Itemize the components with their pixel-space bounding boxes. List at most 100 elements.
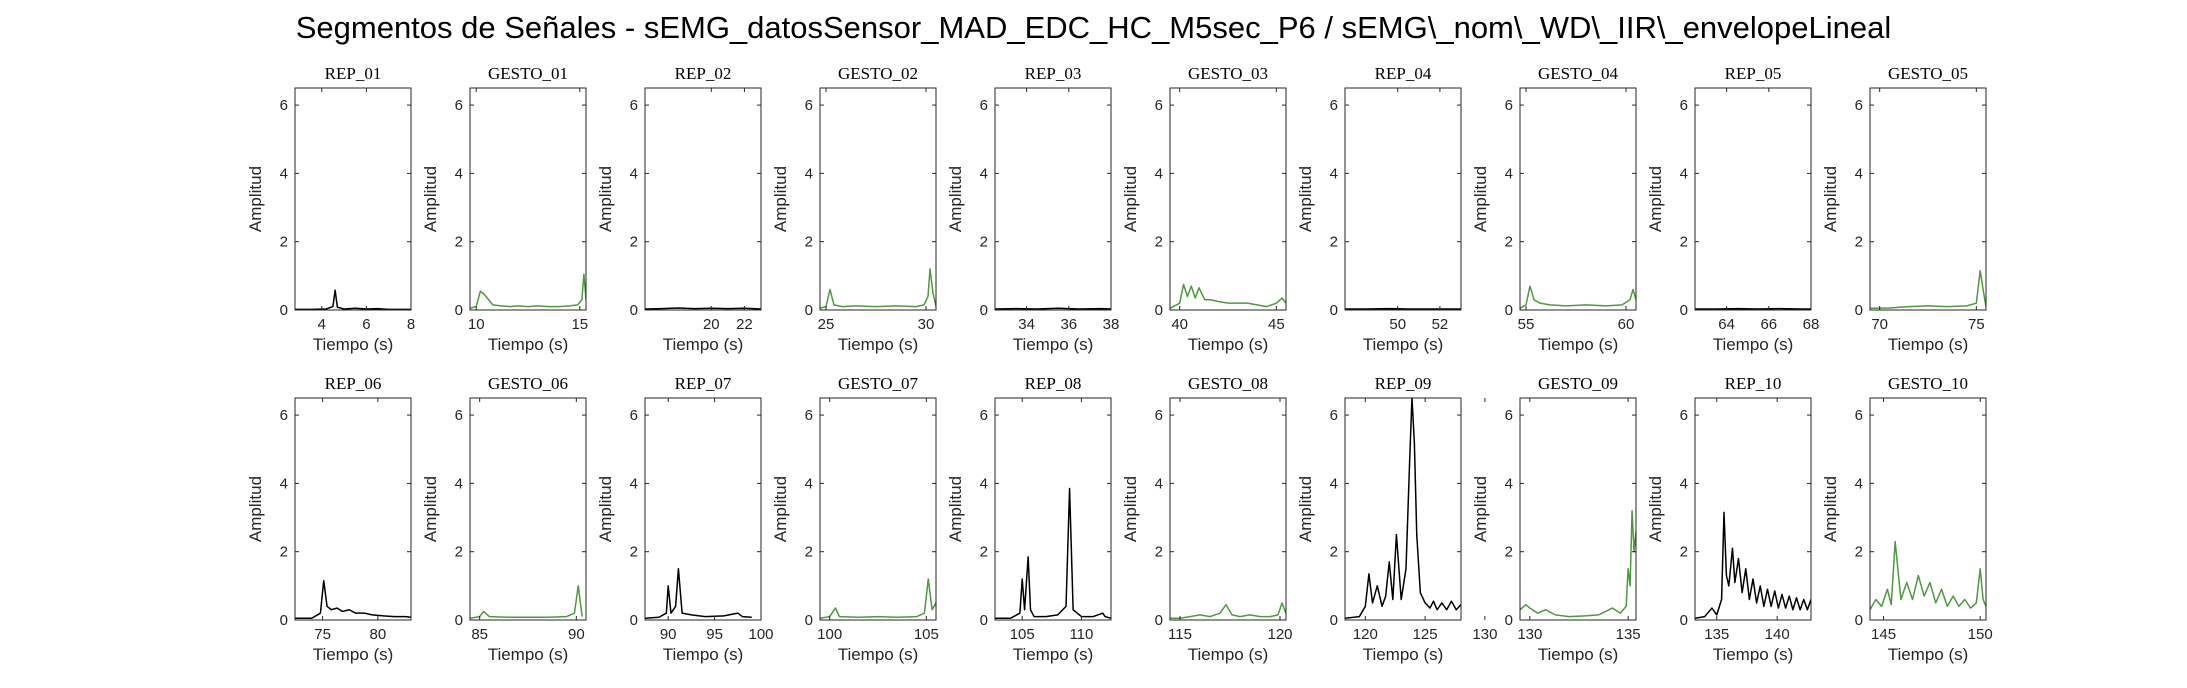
subplot-3-title: REP_02: [675, 64, 732, 83]
subplot-20: 0 2 4 6 145 150 GESTO_10 Tiempo (s) Amplitud: [1821, 374, 1993, 664]
subplot-16-xtick-label: 115: [1168, 626, 1192, 643]
subplot-15-xtick-label: 110: [1069, 626, 1093, 643]
subplot-6-xtick-label: 45: [1268, 316, 1285, 333]
subplot-8-xlabel: Tiempo (s): [1538, 335, 1619, 354]
subplot-12-ytick-label: 0: [455, 612, 463, 629]
subplot-12-title: GESTO_06: [488, 374, 568, 393]
subplot-3-ytick-label: 4: [630, 165, 638, 182]
subplot-5-xtick-label: 34: [1018, 316, 1035, 333]
subplot-8-ytick-label: 0: [1505, 302, 1513, 319]
subplot-9-ytick-label: 4: [1680, 165, 1688, 182]
subplot-12-plot-area: [470, 398, 586, 620]
subplot-20-series-line: [1870, 540, 1986, 611]
subplot-9-title: REP_05: [1725, 64, 1782, 83]
subplot-1-xlabel: Tiempo (s): [313, 335, 394, 354]
subplot-18-ytick-label: 4: [1505, 475, 1513, 492]
subplot-6-title: GESTO_03: [1188, 64, 1268, 83]
subplot-20-ylabel: Amplitud: [1821, 476, 1840, 542]
subplot-4-ytick-label: 6: [805, 97, 813, 114]
subplot-14-plot-area: [820, 398, 936, 620]
subplot-10-xlabel: Tiempo (s): [1888, 335, 1969, 354]
subplot-8: 0 2 4 6 55 60 GESTO_04 Tiempo (s) Amplitud: [1471, 64, 1637, 354]
subplot-1-ytick-label: 4: [280, 165, 288, 182]
subplot-9-ytick-label: 2: [1680, 234, 1688, 251]
subplot-9: 0 2 4 6 64 66 68 REP_05 Tiempo (s) Amplitud: [1646, 64, 1819, 354]
subplot-13-ylabel: Amplitud: [596, 476, 615, 542]
subplot-1-plot-area: [295, 88, 411, 310]
subplot-3: 0 2 4 6 20 22 REP_02 Tiempo (s) Amplitud: [596, 64, 762, 354]
subplot-2-xtick-label: 15: [571, 316, 588, 333]
subplot-7-ytick-label: 6: [1330, 97, 1338, 114]
subplot-7-ytick-label: 4: [1330, 165, 1338, 182]
subplot-13-axes-box: [644, 397, 762, 621]
subplot-15-series-line: [995, 487, 1111, 620]
subplot-3-ylabel: Amplitud: [596, 166, 615, 232]
subplot-2-plot-area: [470, 88, 586, 310]
subplot-12-ytick-label: 6: [455, 407, 463, 424]
subplot-5-ytick-label: 2: [980, 234, 988, 251]
subplot-9-xtick-label: 66: [1760, 316, 1777, 333]
subplot-17-xlabel: Tiempo (s): [1363, 645, 1444, 664]
subplot-10-series-line: [1870, 269, 1986, 310]
subplot-14-ytick-label: 6: [805, 407, 813, 424]
subplot-6-plot-area: [1170, 88, 1286, 310]
subplot-14-ytick-label: 2: [805, 544, 813, 561]
subplot-6-axes-box: [1169, 87, 1287, 311]
subplot-19-xtick-label: 135: [1704, 626, 1729, 643]
subplot-15-plot-area: [995, 398, 1111, 620]
subplot-15-ytick-label: 2: [980, 544, 988, 561]
subplot-19: 0 2 4 6 135 140 REP_10 Tiempo (s) Amplitud: [1646, 374, 1812, 664]
subplot-7-axes-box: [1344, 87, 1462, 311]
subplot-6-ylabel: Amplitud: [1121, 166, 1140, 232]
subplot-8-title: GESTO_04: [1538, 64, 1618, 83]
subplot-20-xtick-label: 145: [1871, 626, 1896, 643]
subplot-18-xtick-label: 130: [1517, 626, 1542, 643]
subplot-17: 0 2 4 6 120 125 130 REP_09 Tiempo (s) Amplitud: [1296, 374, 1497, 664]
subplot-10-ytick-label: 4: [1855, 165, 1863, 182]
subplot-14-ytick-label: 4: [805, 475, 813, 492]
subplot-5-xtick-label: 38: [1103, 316, 1120, 333]
subplot-5-plot-area: [995, 88, 1111, 310]
subplot-13-series-line: [645, 568, 752, 620]
subplot-16-plot-area: [1170, 398, 1286, 620]
subplot-7-title: REP_04: [1375, 64, 1432, 83]
subplot-19-ytick-label: 6: [1680, 407, 1688, 424]
subplot-12-xtick-label: 85: [471, 626, 488, 643]
subplot-18-ytick-label: 2: [1505, 544, 1513, 561]
subplot-9-axes-box: [1694, 87, 1812, 311]
subplot-1: 0 2 4 6 4 6 8 REP_01 Tiempo (s) Amplitud: [246, 64, 415, 354]
subplot-18: 0 2 4 6 130 135 GESTO_09 Tiempo (s) Amplitud: [1471, 374, 1641, 664]
subplot-7-xtick-label: 50: [1389, 316, 1406, 333]
subplot-17-ylabel: Amplitud: [1296, 476, 1315, 542]
subplot-3-xtick-label: 20: [703, 316, 720, 333]
subplot-2-ytick-label: 0: [455, 302, 463, 319]
subplot-16-ytick-label: 4: [1155, 475, 1163, 492]
subplot-4-xtick-label: 30: [918, 316, 935, 333]
subplot-11-xtick-label: 75: [314, 626, 331, 643]
subplot-18-ylabel: Amplitud: [1471, 476, 1490, 542]
subplot-13-xlabel: Tiempo (s): [663, 645, 744, 664]
subplot-11-ylabel: Amplitud: [246, 476, 265, 542]
subplot-12-ytick-label: 4: [455, 475, 463, 492]
subplot-13-plot-area: [645, 398, 761, 620]
subplot-19-axes-box: [1694, 397, 1812, 621]
subplot-5-xtick-label: 36: [1060, 316, 1077, 333]
subplot-17-xtick-label: 125: [1413, 626, 1438, 643]
subplot-1-axes-box: [294, 87, 412, 311]
subplot-13-xtick-label: 90: [660, 626, 677, 643]
subplot-17-xtick-label: 120: [1353, 626, 1378, 643]
subplot-4-ytick-label: 2: [805, 234, 813, 251]
subplot-2: 0 2 4 6 10 15 GESTO_01 Tiempo (s) Amplitud: [421, 64, 588, 354]
subplot-10-ytick-label: 2: [1855, 234, 1863, 251]
subplot-5-ylabel: Amplitud: [946, 166, 965, 232]
subplot-11-ytick-label: 4: [280, 475, 288, 492]
subplot-20-plot-area: [1870, 398, 1986, 620]
subplot-12-ylabel: Amplitud: [421, 476, 440, 542]
subplot-8-ytick-label: 4: [1505, 165, 1513, 182]
subplot-14-axes-box: [819, 397, 937, 621]
subplot-1-xtick-label: 6: [362, 316, 370, 333]
subplot-5-ytick-label: 0: [980, 302, 988, 319]
subplot-2-ylabel: Amplitud: [421, 166, 440, 232]
subplot-13-xtick-label: 100: [748, 626, 773, 643]
